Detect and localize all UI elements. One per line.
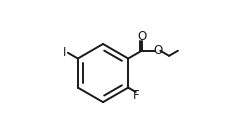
Text: O: O bbox=[153, 44, 163, 57]
Text: I: I bbox=[63, 46, 67, 59]
Text: O: O bbox=[137, 30, 146, 43]
Text: F: F bbox=[133, 89, 140, 102]
